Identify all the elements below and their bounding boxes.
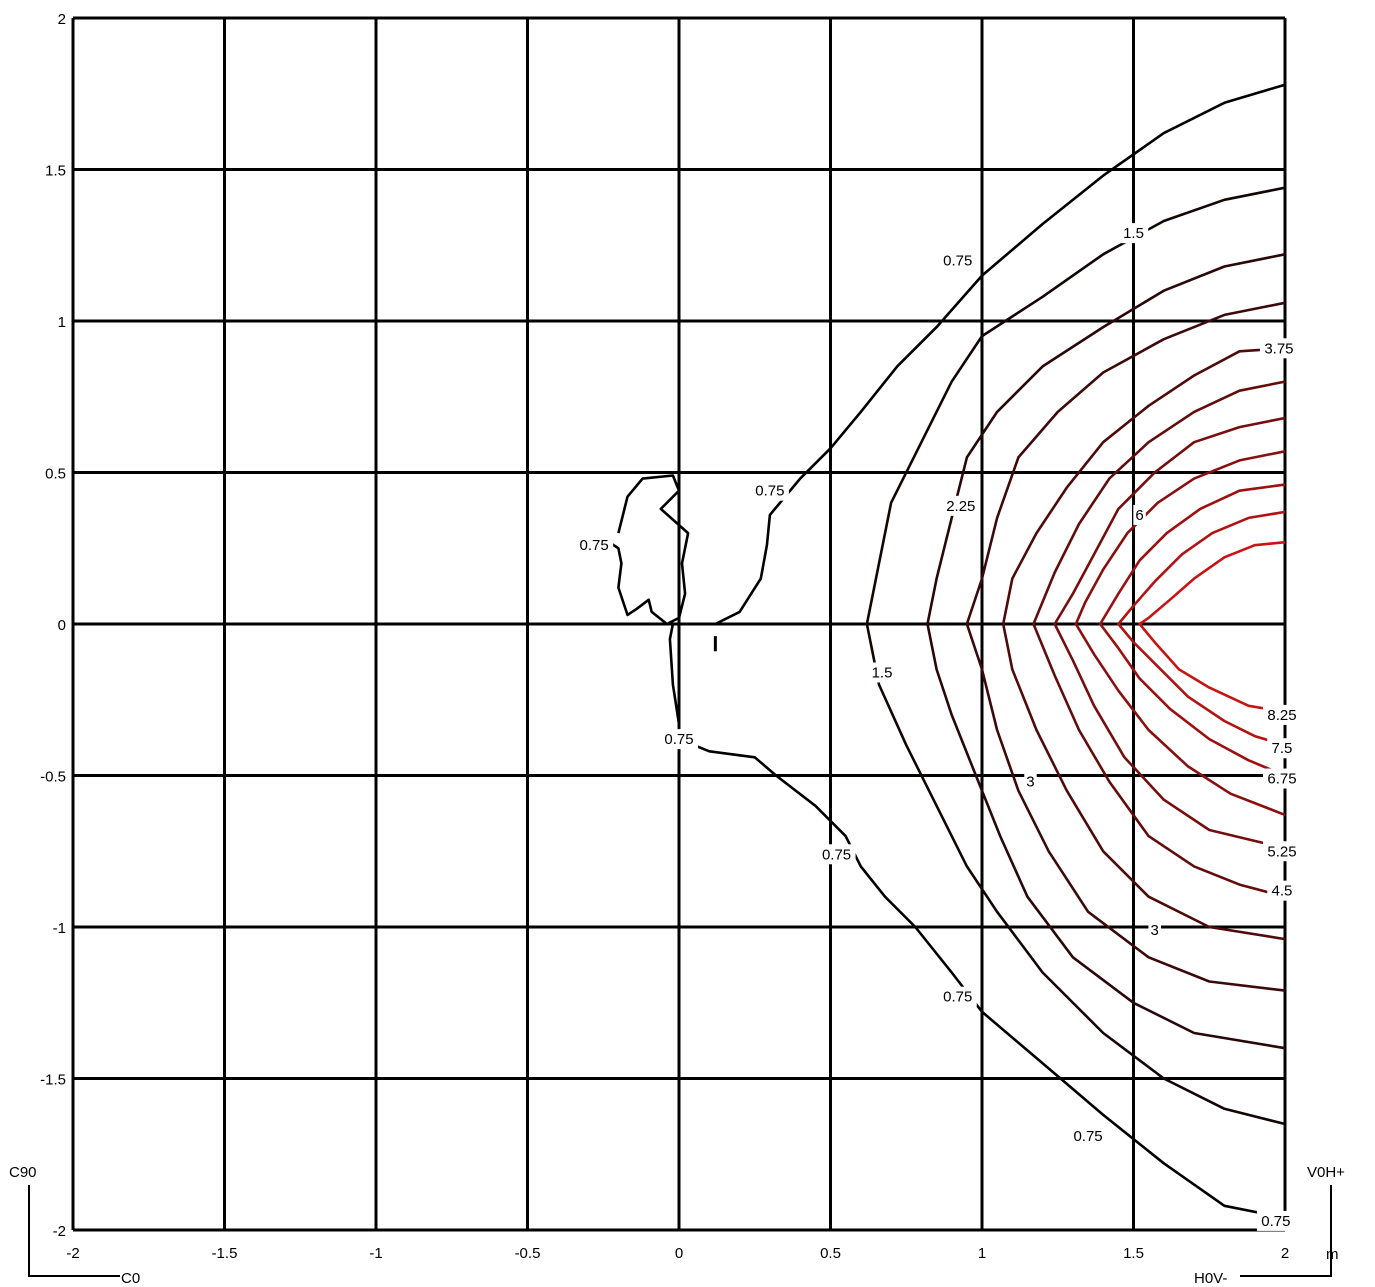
- contour-label-bg: [1259, 338, 1298, 359]
- x-tick-label: -0.5: [515, 1245, 541, 1262]
- y-tick-label: -0.5: [40, 769, 66, 786]
- contour-label-bg: [1262, 768, 1301, 789]
- unit-label: m: [1326, 1246, 1339, 1263]
- contour-label: 6: [1135, 507, 1143, 524]
- contour-label-bg: [1133, 504, 1146, 525]
- corner-label-c90: C90: [9, 1164, 37, 1181]
- contour-label-bg: [1256, 1210, 1295, 1231]
- contour-label: 1.5: [1123, 225, 1144, 242]
- y-tick-label: 1: [58, 314, 66, 331]
- contour-line: [714, 83, 1286, 626]
- y-tick-label: -2: [53, 1223, 66, 1240]
- contour-label: 2.25: [946, 498, 975, 515]
- x-tick-label: -1: [369, 1245, 382, 1262]
- y-tick-label: 2: [58, 11, 66, 28]
- contour-label-bg: [1148, 920, 1161, 941]
- contour-label-bg: [867, 662, 897, 683]
- contour-line: [1053, 416, 1286, 850]
- x-tick-label: 1.5: [1123, 1245, 1144, 1262]
- contour-label: 8.25: [1267, 707, 1296, 724]
- contour-label-bg: [938, 250, 977, 271]
- contour-line: [1032, 380, 1286, 898]
- corner-label-c0: C0: [121, 1270, 140, 1287]
- contour-label-bg: [817, 844, 856, 865]
- y-tick-label: -1: [53, 920, 66, 937]
- contour-line: [668, 622, 710, 725]
- contour-line: [965, 301, 1286, 992]
- contour-line: [926, 253, 1286, 1050]
- contour-line: [1098, 483, 1286, 777]
- contour-line: [1001, 347, 1286, 941]
- contour-label-bg: [1262, 841, 1301, 862]
- contour-label: 0.75: [943, 989, 972, 1006]
- contour-label-bg: [660, 729, 698, 750]
- contour-label-bg: [1024, 771, 1037, 792]
- contour-label: 3: [1151, 922, 1159, 939]
- contour-label: 0.75: [580, 537, 609, 554]
- corner-markers: C90 C0 V0H+ H0V- m: [9, 1164, 1345, 1287]
- contour-labels: 0.75 0.75 0.75 0.75 0.75 0.75 0.75 0.75 1.5 1.5 2.…: [575, 223, 1301, 1231]
- contour-label-bg: [1069, 1126, 1108, 1147]
- contour-label: 0.75: [664, 731, 693, 748]
- x-tick-label: 1: [978, 1245, 986, 1262]
- contour-line: [1074, 450, 1286, 817]
- contour-label: 7.5: [1272, 740, 1293, 757]
- contour-label: 0.75: [1261, 1213, 1290, 1230]
- contour-label-bg: [938, 986, 977, 1007]
- contour-lines: [608, 83, 1286, 1220]
- contour-label: 0.75: [1073, 1128, 1102, 1145]
- contour-label: 3: [1026, 774, 1034, 791]
- corner-label-h0v: H0V-: [1194, 1270, 1227, 1287]
- contour-line: [865, 186, 1286, 1126]
- x-tick-label: -2: [66, 1245, 79, 1262]
- right-corner-bracket: [1240, 1185, 1332, 1277]
- contour-label-bg: [575, 535, 614, 556]
- contour-label: 3.75: [1264, 340, 1293, 357]
- contour-label: 5.25: [1267, 843, 1296, 860]
- contour-label-bg: [1267, 880, 1297, 901]
- contour-label: 0.75: [822, 846, 851, 863]
- y-tick-label: 1.5: [45, 163, 66, 180]
- contour-label-bg: [1118, 223, 1149, 244]
- contour-label-bg: [1267, 738, 1297, 759]
- left-corner-bracket: [28, 1185, 120, 1277]
- contour-line: [678, 737, 1286, 1220]
- contour-label: 1.5: [872, 664, 893, 681]
- contour-label-bg: [941, 495, 980, 516]
- contour-line: [1117, 510, 1286, 747]
- contour-label: 0.75: [755, 483, 784, 500]
- contour-line: [608, 474, 690, 626]
- y-tick-label: 0.5: [45, 466, 66, 483]
- contour-line: [1138, 540, 1286, 714]
- contour-label: 0.75: [943, 252, 972, 269]
- x-tick-label: 2: [1281, 1245, 1289, 1262]
- corner-label-v0h: V0H+: [1307, 1164, 1345, 1181]
- tick-labels: -2 -1.5 -1 -0.5 0 0.5 1 1.5 2 2 1.5 1 0.5 0 -0.5 -1 -1.5…: [40, 11, 1289, 1262]
- x-tick-label: 0: [675, 1245, 683, 1262]
- x-tick-label: -1.5: [212, 1245, 238, 1262]
- contour-label: 6.75: [1267, 771, 1296, 788]
- contour-label-bg: [750, 480, 789, 501]
- contour-label-bg: [1262, 704, 1301, 725]
- x-tick-label: 0.5: [820, 1245, 841, 1262]
- y-tick-label: 0: [58, 617, 66, 634]
- y-tick-label: -1.5: [40, 1072, 66, 1089]
- contour-label: 4.5: [1272, 883, 1293, 900]
